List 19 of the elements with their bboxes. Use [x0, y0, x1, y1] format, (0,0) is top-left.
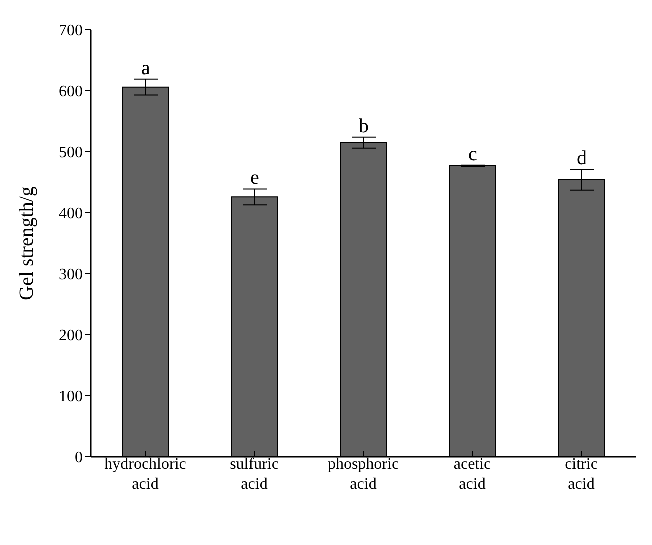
y-tick-label: 200	[59, 328, 83, 345]
annotation: b	[359, 115, 369, 138]
x-tick-label: citric acid	[565, 456, 598, 493]
y-tick-label: 500	[59, 144, 83, 162]
annotation: c	[468, 143, 478, 166]
y-tick-label: 600	[59, 84, 83, 101]
x-tick-label: sulfuric acid	[230, 456, 279, 493]
x-tick-label: phosphoric acid	[328, 456, 400, 493]
y-tick-label: 700	[59, 22, 83, 40]
x-tick-label: hydrochloric acid	[104, 456, 186, 493]
y-axis-title: Gel strength/g	[16, 186, 38, 300]
annotation: a	[142, 57, 151, 80]
y-tick-label: 0	[75, 450, 83, 467]
annotation: e	[250, 167, 260, 190]
y-tick-label: 300	[59, 266, 83, 284]
y-tick-label: 400	[59, 206, 83, 223]
x-tick-label: acetic acid	[454, 456, 492, 493]
y-tick-label: 100	[59, 388, 83, 406]
annotation: d	[577, 148, 587, 170]
